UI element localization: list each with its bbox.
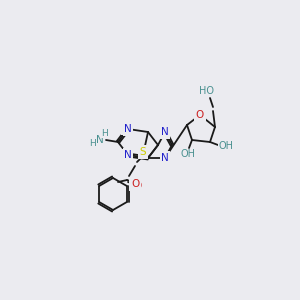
Text: N: N	[96, 135, 104, 145]
Text: N: N	[161, 126, 169, 136]
Text: S: S	[140, 147, 147, 157]
Text: O: O	[134, 181, 142, 191]
Text: N: N	[122, 150, 130, 160]
Text: N: N	[124, 124, 132, 134]
Text: N: N	[96, 135, 104, 145]
Text: H: H	[90, 139, 98, 149]
Text: S: S	[140, 147, 146, 157]
Text: OH: OH	[181, 149, 196, 159]
Text: O: O	[197, 108, 205, 118]
Text: N: N	[161, 127, 169, 137]
Text: OH: OH	[218, 141, 233, 151]
Text: N: N	[122, 124, 130, 134]
Text: OH: OH	[218, 141, 233, 151]
Text: O: O	[131, 179, 139, 189]
Text: N: N	[122, 150, 130, 160]
Text: N: N	[161, 126, 169, 136]
Text: OH: OH	[199, 86, 214, 96]
Text: OH: OH	[179, 149, 194, 159]
Text: OH: OH	[181, 149, 196, 159]
Text: H: H	[100, 129, 108, 139]
Text: N: N	[161, 153, 169, 163]
Text: N: N	[122, 124, 130, 134]
Text: N: N	[162, 154, 170, 164]
Text: HO: HO	[199, 86, 214, 96]
Text: N: N	[124, 150, 132, 160]
Text: O: O	[196, 110, 204, 120]
Text: OH: OH	[199, 86, 214, 96]
Text: N: N	[162, 153, 170, 163]
Text: H: H	[90, 139, 96, 148]
Text: OH: OH	[218, 141, 233, 151]
Text: H: H	[100, 128, 107, 137]
